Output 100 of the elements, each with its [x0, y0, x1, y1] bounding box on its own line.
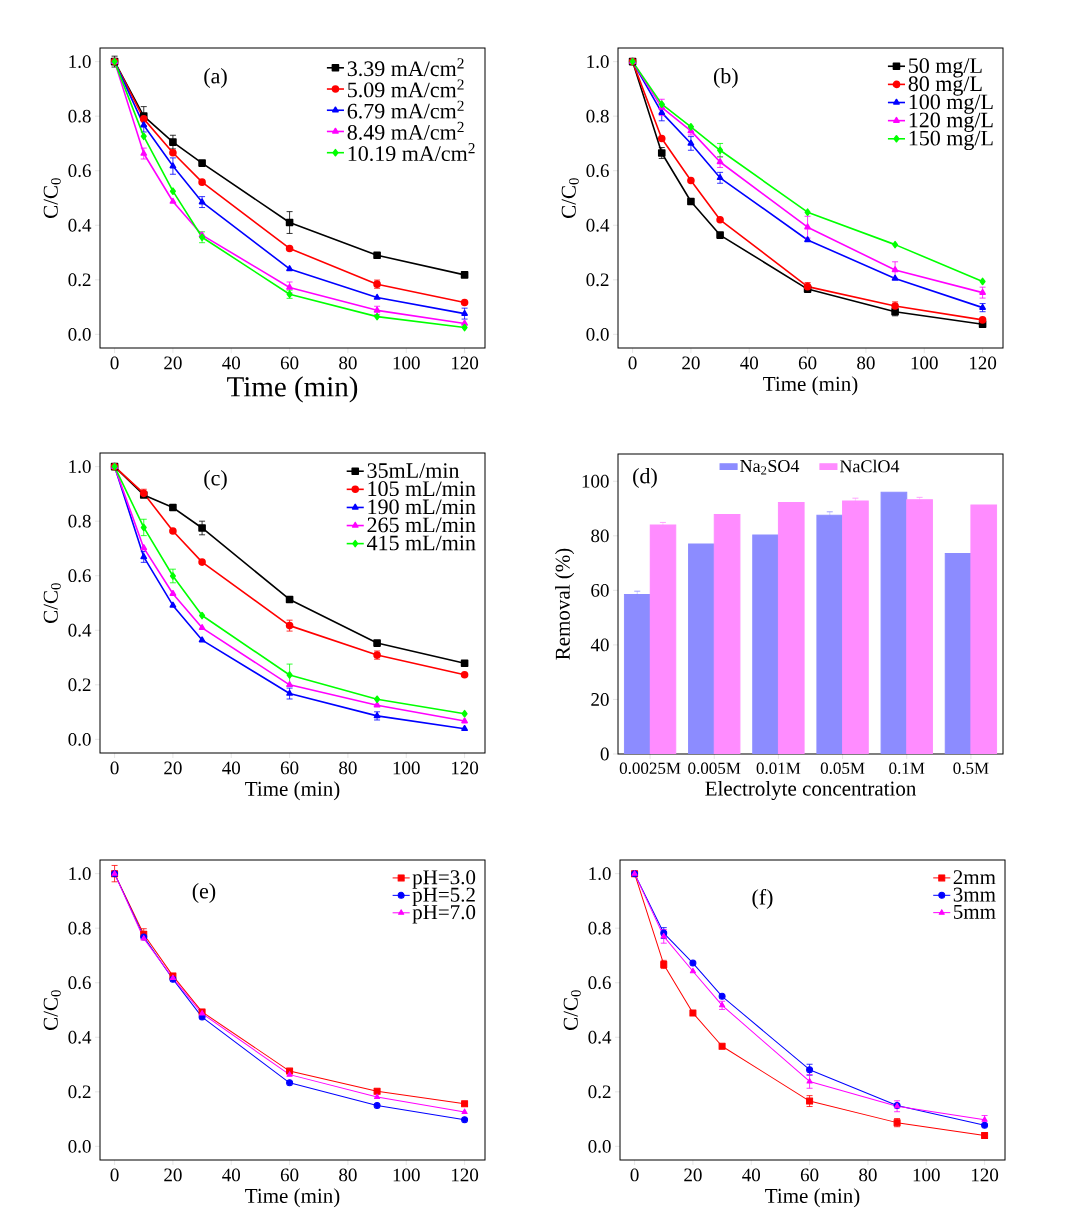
x-tick-label: 20 — [164, 356, 182, 370]
x-tick-label: 0 — [628, 356, 637, 370]
y-tick-label: 1.0 — [587, 55, 609, 69]
x-tick-label: 0 — [110, 761, 119, 775]
y-tick-label: 100 — [582, 474, 609, 488]
legend-label: 5mm — [954, 905, 996, 919]
legend-label: pH=3.0 — [412, 870, 476, 889]
y-tick-label: 0.2 — [586, 273, 609, 287]
y-tick-label: 0.4 — [68, 218, 92, 232]
y-axis-title: C/C$_{0}$ — [561, 178, 579, 218]
x-tick-label: 120 — [452, 761, 479, 775]
y-tick-label: 0.2 — [68, 678, 91, 692]
y-tick-label: 0.4 — [586, 218, 610, 232]
legend-label: 3.39 mA/cm$^{2}$ — [347, 58, 464, 77]
y-axis-title: C/C$_{0}$ — [43, 583, 61, 623]
x-tick-label: 120 — [452, 1168, 479, 1182]
annotation: (c) — [204, 470, 227, 490]
y-tick-label: 0.6 — [68, 569, 91, 583]
annotation: (a) — [204, 68, 227, 88]
y-tick-label: 0.6 — [588, 976, 611, 990]
y-tick-label: 0.4 — [68, 623, 92, 637]
y-tick-label: 0.8 — [586, 109, 609, 123]
y-tick-label: 0.2 — [68, 273, 91, 287]
legend-label: 6.79 mA/cm$^{2}$ — [347, 100, 464, 119]
x-tick-label: 80 — [857, 356, 875, 370]
x-tick-label: 0.0025M — [619, 762, 681, 775]
y-tick-label: 0.8 — [68, 514, 91, 528]
x-tick-label: 20 — [164, 1168, 182, 1182]
legend-label: 150 mg/L — [909, 130, 993, 151]
y-tick-label: 1.0 — [69, 55, 91, 69]
y-tick-label: 0.0 — [588, 1139, 611, 1153]
x-tick-label: 0.05M — [820, 762, 865, 775]
x-axis-title: Time (min) — [763, 376, 858, 396]
y-tick-label: 1.0 — [589, 867, 611, 881]
y-axis-title: C/C$_{0}$ — [43, 990, 61, 1030]
x-axis-title: Time (min) — [227, 376, 358, 403]
annotation: (e) — [192, 883, 216, 903]
y-tick-label: 0.4 — [68, 1030, 92, 1044]
x-tick-label: 20 — [164, 761, 182, 775]
legend-label: pH=7.0 — [412, 905, 476, 924]
x-tick-label: 40 — [742, 1168, 761, 1182]
legend-label: 10.19 mA/cm$^{2}$ — [348, 143, 475, 162]
y-tick-label: 0.8 — [68, 921, 91, 935]
x-tick-label: 100 — [911, 356, 938, 370]
x-tick-label: 60 — [280, 356, 299, 370]
x-tick-label: 100 — [913, 1168, 940, 1182]
x-tick-label: 0.5M — [953, 762, 989, 775]
x-tick-label: 80 — [339, 1168, 357, 1182]
x-tick-label: 20 — [684, 1168, 702, 1182]
y-tick-label: 0.8 — [68, 109, 91, 123]
y-tick-label: 0.6 — [68, 164, 91, 178]
annotation: (d) — [633, 468, 657, 488]
legend-label: Na$_{2}$SO4 — [740, 459, 800, 475]
x-tick-label: 120 — [970, 356, 997, 370]
y-axis-title: C/C$_{0}$ — [563, 990, 581, 1030]
y-tick-label: 80 — [591, 529, 609, 543]
y-tick-label: 0.0 — [586, 327, 609, 341]
x-tick-label: 80 — [859, 1168, 877, 1182]
x-tick-label: 20 — [682, 356, 700, 370]
legend-label: 2mm — [953, 870, 996, 885]
y-tick-label: 0.0 — [68, 327, 91, 341]
y-tick-label: 1.0 — [69, 460, 91, 474]
y-tick-label: 0 — [600, 747, 609, 761]
x-tick-label: 100 — [393, 1168, 420, 1182]
y-tick-label: 0.0 — [68, 1139, 91, 1153]
x-tick-label: 0 — [630, 1168, 639, 1182]
x-tick-label: 60 — [280, 761, 299, 775]
x-tick-label: 40 — [222, 1168, 241, 1182]
x-tick-label: 40 — [222, 356, 241, 370]
y-tick-label: 0.2 — [68, 1085, 91, 1099]
legend-label: 35mL/min — [367, 463, 460, 478]
legend-label: 415 mL/min — [366, 535, 476, 551]
legend-label: 265 mL/min — [367, 517, 476, 533]
x-tick-label: 60 — [798, 356, 817, 370]
x-axis-title: Time (min) — [245, 781, 340, 801]
legend-label: 105 mL/min — [368, 481, 476, 497]
y-tick-label: 0.0 — [68, 732, 91, 746]
y-tick-label: 0.6 — [68, 976, 91, 990]
x-tick-label: 120 — [972, 1168, 999, 1182]
y-tick-label: 0.4 — [588, 1030, 612, 1044]
y-tick-label: 1.0 — [69, 867, 91, 881]
legend-label: 190 mL/min — [368, 499, 476, 515]
y-tick-label: 0.2 — [588, 1085, 611, 1099]
annotation: (b) — [713, 68, 738, 88]
x-tick-label: 120 — [452, 356, 479, 370]
x-tick-label: 60 — [800, 1168, 819, 1182]
y-tick-label: 0.6 — [586, 164, 609, 178]
legend-label: 8.49 mA/cm$^{2}$ — [347, 121, 464, 140]
legend-label: pH=5.2 — [412, 887, 475, 907]
x-tick-label: 40 — [222, 761, 241, 775]
y-tick-label: 0.8 — [588, 921, 611, 935]
x-tick-label: 0.1M — [889, 762, 925, 775]
y-axis-title: C/C$_{0}$ — [43, 178, 61, 218]
x-tick-label: 0.01M — [756, 762, 801, 775]
annotation: (f) — [752, 888, 773, 910]
y-tick-label: 20 — [591, 693, 609, 706]
x-tick-label: 0.005M — [688, 762, 741, 775]
x-axis-title: Time (min) — [245, 1188, 340, 1208]
x-axis-title: Electrolyte concentration — [705, 780, 917, 801]
x-tick-label: 0 — [110, 356, 119, 370]
